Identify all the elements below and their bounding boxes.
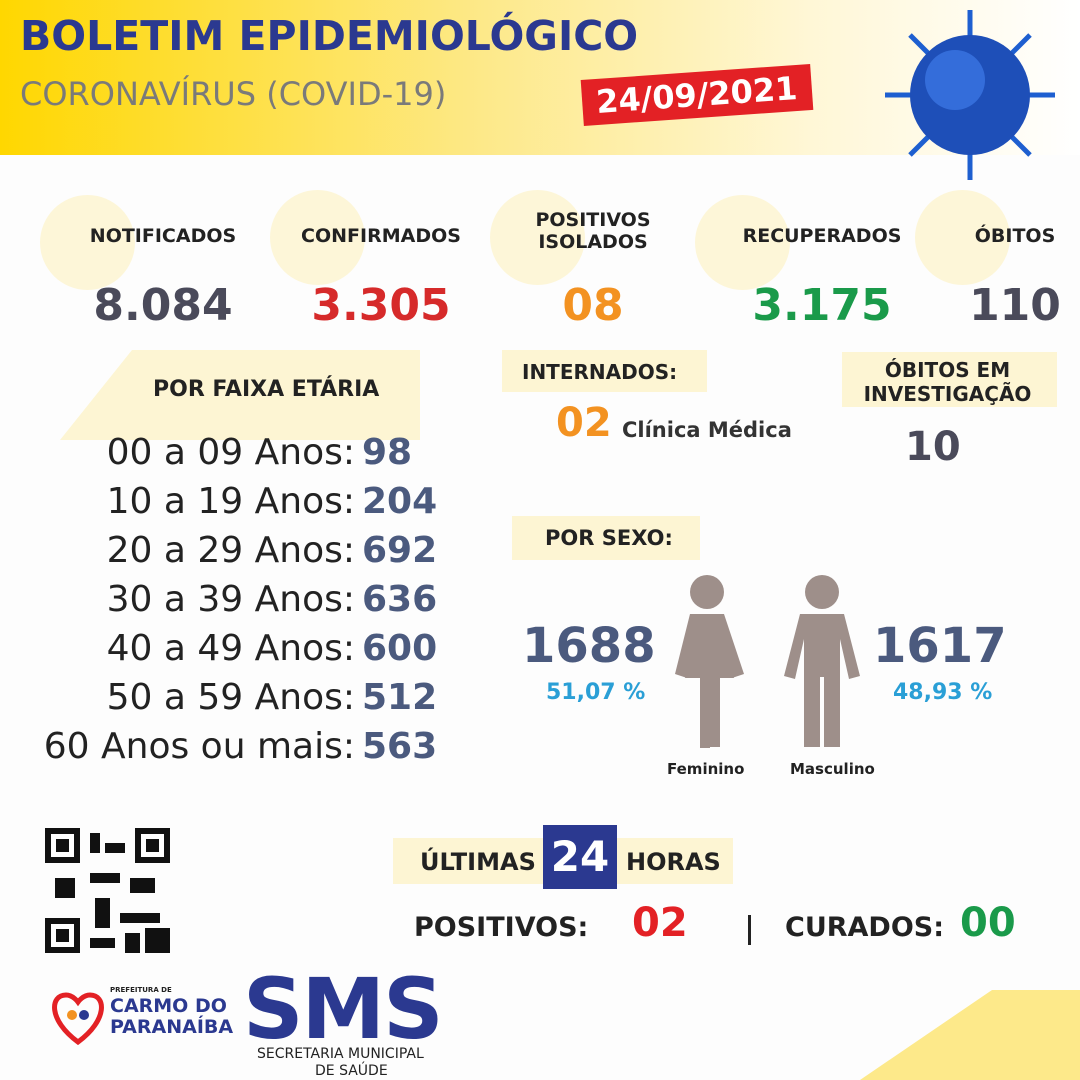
internados-title: INTERNADOS: xyxy=(522,360,678,384)
male-label: Masculino xyxy=(790,760,875,778)
subtitle: CORONAVÍRUS (COVID-19) xyxy=(20,75,447,113)
virus-image xyxy=(885,10,1055,180)
stat-value: 08 xyxy=(562,280,624,331)
decor xyxy=(270,190,365,285)
curados-label: CURADOS: xyxy=(785,912,945,943)
internados-value: 02 xyxy=(556,400,612,446)
sms-logo: SMS xyxy=(243,960,444,1058)
age-label: 30 a 39 Anos: xyxy=(106,579,355,620)
female-percent: 51,07 % xyxy=(546,680,646,705)
city-line1: CARMO DO xyxy=(110,995,227,1017)
internados-unit: Clínica Médica xyxy=(622,418,792,442)
header-band xyxy=(0,0,1080,155)
age-label: 00 a 09 Anos: xyxy=(106,432,355,473)
last24-suffix: HORAS xyxy=(626,848,721,876)
age-label: 50 a 59 Anos: xyxy=(106,677,355,718)
age-label: 40 a 49 Anos: xyxy=(106,628,355,669)
male-percent: 48,93 % xyxy=(893,680,993,705)
age-value: 692 xyxy=(362,530,438,571)
last24-prefix: ÚLTIMAS xyxy=(420,848,536,876)
female-label: Feminino xyxy=(667,760,745,778)
stat-label: RECUPERADOS xyxy=(742,225,902,247)
stat-label: NOTIFICADOS xyxy=(89,225,237,247)
decor xyxy=(915,190,1010,285)
female-count: 1688 xyxy=(522,618,656,674)
secretaria-line2: DE SAÚDE xyxy=(315,1063,388,1079)
decor xyxy=(60,350,420,440)
last24-hours: 24 xyxy=(543,825,617,889)
obitos-investigacao-title: ÓBITOS EM INVESTIGAÇÃO xyxy=(863,358,1032,406)
age-label: 10 a 19 Anos: xyxy=(106,481,355,522)
age-label: 60 Anos ou mais: xyxy=(43,726,355,767)
age-label: 20 a 29 Anos: xyxy=(106,530,355,571)
stat-label: CONFIRMADOS xyxy=(301,225,461,247)
age-value: 636 xyxy=(362,579,438,620)
city-logo xyxy=(52,992,104,1045)
city-line2: PARANAÍBA xyxy=(110,1016,234,1038)
stat-label: POSITIVOS ISOLADOS xyxy=(535,209,651,253)
prefeitura: PREFEITURA DE xyxy=(110,986,172,994)
decor xyxy=(695,195,790,290)
decor xyxy=(490,190,585,285)
gender-icons xyxy=(675,575,860,748)
curados-value: 00 xyxy=(960,900,1016,946)
age-value: 98 xyxy=(362,432,413,473)
decor xyxy=(842,352,1057,407)
age-value: 600 xyxy=(362,628,438,669)
age-value: 563 xyxy=(362,726,438,767)
sexo-title: POR SEXO: xyxy=(545,526,673,550)
positivos-value: 02 xyxy=(632,900,688,946)
secretaria-line1: SECRETARIA MUNICIPAL xyxy=(257,1046,424,1062)
stat-value: 3.305 xyxy=(311,280,451,331)
obitos-investigacao-value: 10 xyxy=(905,424,961,470)
decor xyxy=(512,516,700,560)
decor xyxy=(860,990,1080,1080)
age-title: POR FAIXA ETÁRIA xyxy=(153,377,380,402)
male-count: 1617 xyxy=(873,618,1007,674)
separator xyxy=(748,915,751,945)
positivos-label: POSITIVOS: xyxy=(414,912,589,943)
age-value: 512 xyxy=(362,677,438,718)
qr-code xyxy=(45,828,170,953)
stat-value: 110 xyxy=(969,280,1061,331)
stat-value: 8.084 xyxy=(93,280,233,331)
age-value: 204 xyxy=(362,481,438,522)
title: BOLETIM EPIDEMIOLÓGICO xyxy=(20,12,639,60)
stat-label: ÓBITOS xyxy=(974,225,1056,247)
decor xyxy=(40,195,135,290)
stat-value: 3.175 xyxy=(752,280,892,331)
decor xyxy=(502,350,707,392)
